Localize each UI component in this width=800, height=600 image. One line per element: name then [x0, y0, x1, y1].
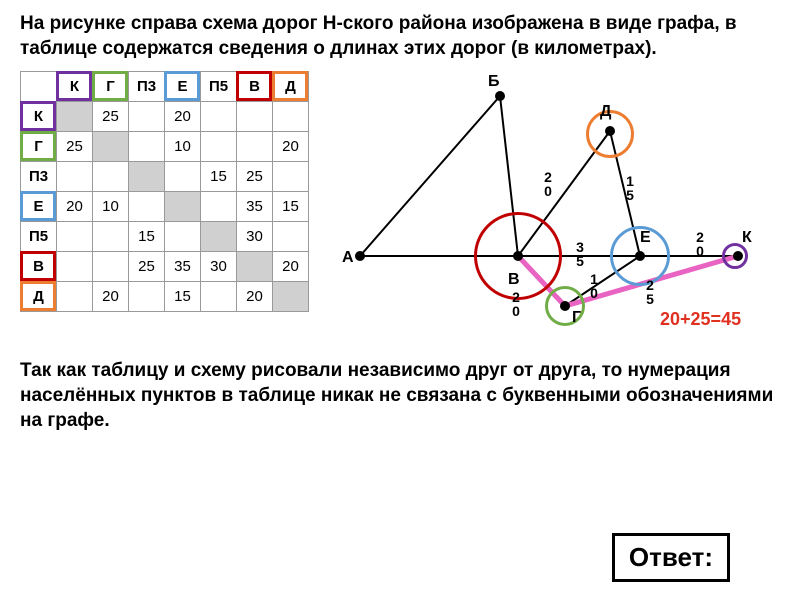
row-header: В [21, 252, 57, 282]
edge-weight-label: 35 [570, 241, 590, 268]
table-cell [57, 222, 93, 252]
table-cell [57, 282, 93, 312]
table-cell [201, 222, 237, 252]
graph-container: А Б В Г Д Е К 20 15 35 20 20 10 2520+25=45 [340, 71, 760, 351]
calculation-text: 20+25=45 [660, 309, 741, 330]
table-cell [129, 132, 165, 162]
table-cell [237, 252, 273, 282]
edge-weight-label: 20 [506, 291, 526, 318]
col-header: Г [93, 72, 129, 102]
table-cell [165, 192, 201, 222]
node-label: Е [640, 229, 651, 247]
table-cell: 30 [237, 222, 273, 252]
answer-box: Ответ: [612, 533, 730, 582]
node-label: Г [572, 309, 581, 327]
node-label: Б [488, 73, 500, 91]
table-cell [201, 192, 237, 222]
table-cell [93, 132, 129, 162]
table-cell: 15 [129, 222, 165, 252]
table-cell [273, 162, 309, 192]
table-cell: 20 [57, 192, 93, 222]
table-cell: 15 [273, 192, 309, 222]
table-cell: 20 [165, 102, 201, 132]
table-cell: 15 [165, 282, 201, 312]
row-header: П3 [21, 162, 57, 192]
table-cell [201, 282, 237, 312]
table-cell [237, 102, 273, 132]
explanation-text: Так как таблицу и схему рисовали независ… [20, 359, 780, 433]
table-cell: 25 [93, 102, 129, 132]
col-header [21, 72, 57, 102]
table-cell [201, 102, 237, 132]
row-header: П5 [21, 222, 57, 252]
table-container: КГП3ЕП5ВДК2520Г251020П31525Е20103515П515… [20, 71, 320, 351]
table-cell [129, 162, 165, 192]
table-cell [93, 252, 129, 282]
col-header: Д [273, 72, 309, 102]
table-cell: 20 [273, 132, 309, 162]
table-cell [129, 192, 165, 222]
table-cell [57, 162, 93, 192]
table-cell [165, 222, 201, 252]
table-cell: 30 [201, 252, 237, 282]
col-header: П3 [129, 72, 165, 102]
row-header: К [21, 102, 57, 132]
table-cell [129, 282, 165, 312]
edge-weight-label: 20 [538, 171, 558, 198]
table-cell [57, 252, 93, 282]
col-header: П5 [201, 72, 237, 102]
table-cell: 15 [201, 162, 237, 192]
table-cell [273, 102, 309, 132]
table-cell [237, 132, 273, 162]
row-header: Г [21, 132, 57, 162]
table-cell: 35 [165, 252, 201, 282]
table-cell: 25 [129, 252, 165, 282]
distance-table: КГП3ЕП5ВДК2520Г251020П31525Е20103515П515… [20, 71, 309, 312]
row-header: Д [21, 282, 57, 312]
node-label: К [742, 229, 752, 247]
table-cell [201, 132, 237, 162]
content-row: КГП3ЕП5ВДК2520Г251020П31525Е20103515П515… [20, 71, 780, 351]
table-cell: 20 [93, 282, 129, 312]
edge-weight-label: 25 [640, 279, 660, 306]
edge-weight-label: 15 [620, 175, 640, 202]
node-label: А [342, 249, 354, 267]
col-header: Е [165, 72, 201, 102]
table-cell [273, 282, 309, 312]
table-cell [93, 222, 129, 252]
row-header: Е [21, 192, 57, 222]
table-cell [129, 102, 165, 132]
col-header: В [237, 72, 273, 102]
node-label: Д [600, 103, 611, 121]
edge-weight-label: 20 [690, 231, 710, 258]
table-cell [273, 222, 309, 252]
node-label: В [508, 271, 520, 289]
edge-weight-label: 10 [584, 273, 604, 300]
table-cell: 35 [237, 192, 273, 222]
col-header: К [57, 72, 93, 102]
table-cell [93, 162, 129, 192]
table-cell: 20 [237, 282, 273, 312]
table-cell: 25 [57, 132, 93, 162]
table-cell: 25 [237, 162, 273, 192]
table-cell [57, 102, 93, 132]
table-cell: 20 [273, 252, 309, 282]
table-cell: 10 [93, 192, 129, 222]
table-cell [165, 162, 201, 192]
problem-heading: На рисунке справа схема дорог Н-ского ра… [20, 12, 780, 61]
table-cell: 10 [165, 132, 201, 162]
